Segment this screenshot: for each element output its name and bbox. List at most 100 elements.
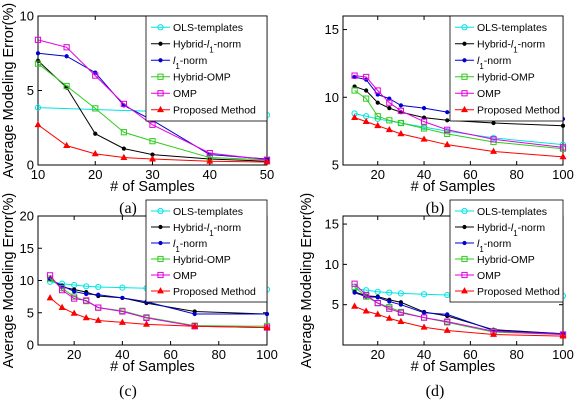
- y-tick-label: 15: [20, 241, 34, 256]
- x-tick-label: 40: [203, 167, 217, 182]
- legend-box: [449, 15, 564, 122]
- data-point: [363, 291, 370, 299]
- legend-label: OLS-templates: [477, 206, 547, 218]
- data-point: [397, 107, 404, 114]
- data-point: [93, 131, 98, 136]
- data-point: [386, 289, 393, 296]
- x-tick-label: 80: [509, 167, 523, 182]
- y-axis-label: Average Modeling Error(%): [299, 193, 315, 368]
- x-tick-label: 50: [260, 167, 274, 182]
- x-axis-label: # of Samples: [110, 359, 195, 375]
- data-point: [95, 283, 102, 291]
- data-point: [264, 311, 270, 317]
- x-tick-label: 40: [417, 167, 431, 182]
- data-point: [263, 323, 271, 330]
- legend-label: Hybrid-l1-norm: [477, 39, 545, 55]
- data-point: [63, 141, 71, 149]
- data-point: [149, 138, 156, 145]
- data-point: [96, 292, 101, 297]
- x-tick-label: 10: [31, 167, 45, 182]
- legend-marker: [462, 41, 467, 46]
- data-point: [191, 322, 199, 329]
- series-line: [354, 286, 564, 336]
- data-point: [352, 290, 357, 295]
- data-point: [34, 104, 42, 111]
- data-point: [374, 121, 382, 129]
- legend-label: Proposed Method: [173, 286, 256, 298]
- data-point: [120, 153, 128, 160]
- data-point: [421, 310, 427, 315]
- series-line: [37, 39, 268, 161]
- data-point: [445, 110, 450, 115]
- panel-label: (b): [426, 200, 445, 217]
- data-point: [559, 332, 567, 339]
- x-axis-label: # of Samples: [110, 179, 195, 195]
- legend-marker: [157, 207, 164, 215]
- y-tick-label: 10: [20, 9, 34, 24]
- panel-label: (d): [426, 383, 445, 400]
- data-point: [34, 120, 42, 128]
- data-point: [149, 155, 156, 162]
- legend-label: Proposed Method: [173, 105, 256, 117]
- legend-marker: [157, 271, 164, 279]
- chart-panel-d: 20 40 60 80 100 5 10 15 OLS-templates Hybrid-l1-n…: [299, 193, 574, 400]
- data-point: [46, 272, 54, 279]
- legend-label: l1-norm: [477, 238, 511, 254]
- data-point: [560, 123, 566, 128]
- legend-marker: [461, 24, 468, 31]
- x-tick-label: 100: [552, 167, 574, 182]
- data-point: [121, 146, 126, 151]
- legend: OLS-templates Hybrid-l1-norml1-normHybrid…: [145, 15, 268, 122]
- legend-marker: [158, 58, 163, 63]
- series-line: [49, 275, 268, 329]
- data-point: [421, 106, 427, 111]
- data-point: [385, 125, 393, 133]
- series-line: [354, 75, 564, 148]
- x-tick-label: 20: [67, 347, 81, 362]
- data-point: [386, 117, 393, 124]
- data-point: [95, 304, 102, 311]
- data-point: [63, 82, 70, 90]
- y-tick-label: 15: [325, 22, 339, 37]
- legend-marker: [462, 224, 467, 230]
- chart-panel-c: 20 40 60 80 100 0 5 10 15 20 OLS-templates Hybrid-l…: [1, 193, 278, 400]
- legend-label: Hybrid-l1-norm: [173, 39, 241, 55]
- data-point: [351, 280, 358, 287]
- legend-marker: [461, 255, 468, 263]
- data-point: [84, 291, 89, 297]
- data-point: [92, 72, 99, 79]
- data-point: [351, 302, 359, 309]
- y-tick-label: 5: [27, 83, 34, 98]
- x-axis-label: # of Samples: [411, 359, 496, 375]
- data-point: [420, 118, 428, 125]
- y-tick-label: 0: [27, 158, 34, 173]
- data-point: [72, 289, 77, 294]
- data-point: [375, 295, 380, 300]
- y-tick-label: 0: [27, 338, 34, 353]
- data-point: [59, 287, 66, 294]
- legend: OLS-templates Hybrid-l1-norml1-normHybrid…: [449, 15, 564, 122]
- data-point: [397, 130, 405, 137]
- data-point: [83, 297, 90, 304]
- y-tick-label: 10: [20, 273, 34, 288]
- data-point: [374, 310, 382, 317]
- y-tick-label: 5: [332, 158, 339, 173]
- legend-marker: [157, 73, 164, 80]
- x-tick-label: 60: [163, 347, 177, 362]
- data-point: [119, 308, 126, 315]
- legend: OLS-templates Hybrid-l1-norml1-normHybrid…: [449, 199, 564, 303]
- data-point: [420, 291, 428, 298]
- data-point: [420, 323, 428, 330]
- data-point: [263, 158, 271, 165]
- data-point: [92, 105, 99, 112]
- legend-marker: [461, 73, 468, 80]
- data-point: [120, 295, 125, 301]
- x-tick-label: 20: [371, 347, 385, 362]
- x-tick-label: 100: [256, 347, 278, 362]
- legend-label: OMP: [477, 88, 501, 100]
- data-point: [351, 72, 358, 79]
- legend-label: Hybrid-OMP: [173, 254, 231, 266]
- data-point: [351, 113, 359, 120]
- legend: OLS-templates Hybrid-l1-norml1-normHybrid…: [145, 199, 268, 303]
- data-point: [120, 129, 127, 136]
